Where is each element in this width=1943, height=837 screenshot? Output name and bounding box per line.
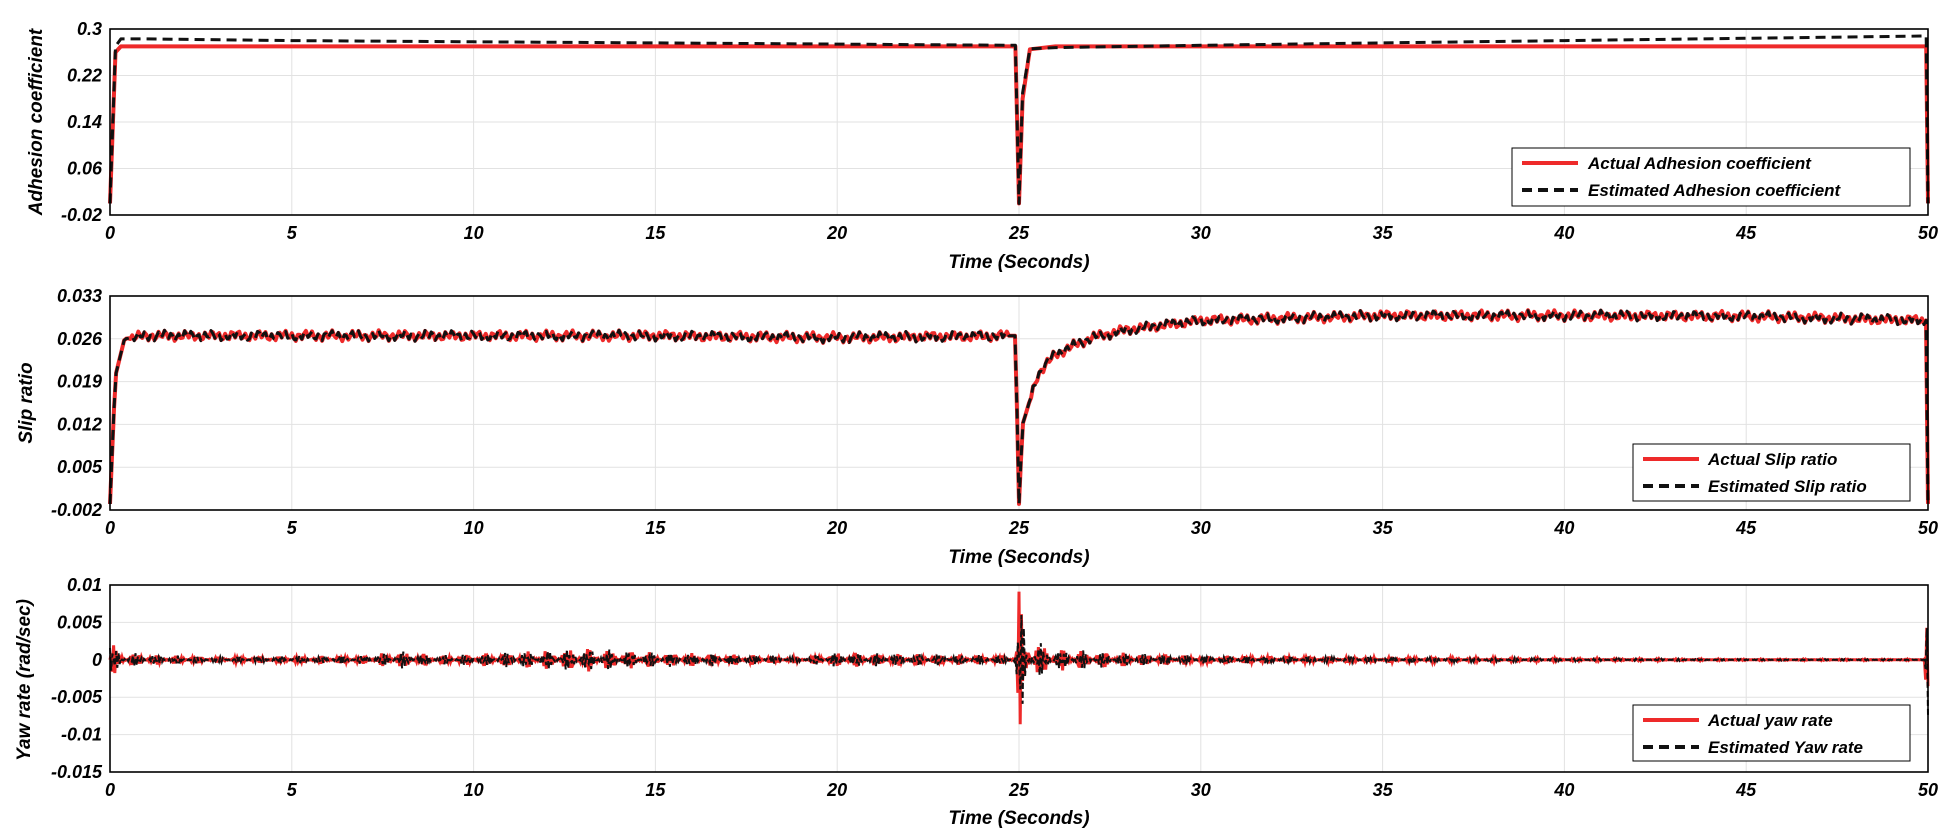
yaw-rate-chart: 0 5 10 15 20 25 30 35 40 45 50 -0.015-0.01-0.00500…: [14, 575, 1938, 829]
slip-y-tick-label: 0.033: [57, 286, 102, 306]
yaw-x-tick-label: 50: [1918, 780, 1938, 800]
yaw-axes-box: [109, 584, 1929, 773]
yaw-x-tick-label: 30: [1191, 780, 1211, 800]
slip-x-tick-label: 0: [105, 518, 115, 538]
slip-legend: Actual Slip ratio Estimated Slip ratio: [1632, 443, 1911, 502]
slip-x-tick-label: 50: [1918, 518, 1938, 538]
series-yaw-estimated: [109, 614, 1929, 715]
yaw-y-ticks: -0.015 -0.01 -0.005 0 0.005 0.01: [51, 575, 103, 782]
adhesion-x-tick-label: 40: [1553, 223, 1574, 243]
yaw-y-tick-label: -0.015: [51, 762, 103, 782]
yaw-x-tick-label: 0: [105, 780, 115, 800]
adhesion-y-tick-label: 0.22: [67, 66, 102, 86]
adhesion-y-label: Adhesion coefficient: [26, 28, 47, 216]
yaw-x-label: Time (Seconds): [948, 808, 1089, 829]
slip-y-tick-label: -0.002: [51, 500, 102, 520]
legend-label-actual-adhesion: Actual Adhesion coefficient: [1587, 154, 1812, 173]
adhesion-x-tick-label: 10: [464, 223, 484, 243]
adhesion-legend: Actual Adhesion coefficient Estimated Ad…: [1511, 147, 1911, 207]
yaw-x-tick-label: 40: [1553, 780, 1574, 800]
adhesion-y-tick-label: 0.3: [77, 19, 102, 39]
adhesion-axes-box: [109, 28, 1929, 216]
slip-y-tick-label: 0.005: [57, 457, 103, 477]
adhesion-legend-box: [1511, 147, 1911, 207]
slip-x-tick-label: 15: [645, 518, 666, 538]
legend-label-estimated-yaw: Estimated Yaw rate: [1708, 738, 1863, 757]
slip-legend-box: [1632, 443, 1911, 502]
adhesion-x-label: Time (Seconds): [948, 252, 1089, 273]
yaw-x-tick-label: 45: [1735, 780, 1757, 800]
yaw-legend-box: [1632, 704, 1911, 762]
adhesion-x-tick-label: 15: [645, 223, 666, 243]
slip-x-tick-label: 10: [464, 518, 484, 538]
adhesion-series: [108, 34, 1930, 206]
yaw-y-tick-label: 0: [92, 650, 102, 670]
adhesion-chart: 0 5 10 15 20 25 30 35 40 45 50 -0.02 0.06 0.14 0.22 0.…: [26, 19, 1938, 273]
slip-series: [108, 308, 1930, 506]
legend-label-actual-slip: Actual Slip ratio: [1707, 450, 1837, 469]
slip-y-ticks: -0.002 0.005 0.012 0.019 0.026 0.033: [51, 286, 103, 520]
yaw-x-tick-label: 25: [1008, 780, 1030, 800]
adhesion-y-tick-label: -0.02: [61, 205, 102, 225]
slip-y-tick-label: 0.026: [57, 329, 103, 349]
slip-x-tick-label: 35: [1373, 518, 1394, 538]
yaw-y-tick-label: -0.005: [51, 687, 103, 707]
adhesion-x-tick-label: 0: [105, 223, 115, 243]
yaw-x-ticks: 0 5 10 15 20 25 30 35 40 45 50: [105, 780, 1938, 800]
slip-y-label: Slip ratio: [16, 362, 37, 443]
slip-x-tick-label: 45: [1735, 518, 1757, 538]
adhesion-x-tick-label: 50: [1918, 223, 1938, 243]
legend-label-estimated-adhesion: Estimated Adhesion coefficient: [1588, 181, 1842, 200]
slip-x-tick-label: 20: [826, 518, 847, 538]
yaw-y-tick-label: 0.01: [67, 575, 102, 595]
slip-y-tick-label: 0.019: [57, 372, 102, 392]
slip-x-tick-label: 5: [287, 518, 298, 538]
adhesion-x-ticks: 0 5 10 15 20 25 30 35 40 45 50: [105, 223, 1938, 243]
adhesion-x-tick-label: 30: [1191, 223, 1211, 243]
adhesion-x-tick-label: 5: [287, 223, 298, 243]
adhesion-x-tick-label: 20: [826, 223, 847, 243]
series-adhesion-estimated: [108, 34, 1930, 205]
slip-x-label: Time (Seconds): [948, 547, 1089, 568]
adhesion-y-tick-label: 0.06: [67, 159, 103, 179]
slip-x-tick-label: 40: [1553, 518, 1574, 538]
slip-axes-box: [109, 295, 1929, 511]
slip-x-tick-label: 30: [1191, 518, 1211, 538]
yaw-x-tick-label: 5: [287, 780, 298, 800]
adhesion-x-tick-label: 25: [1008, 223, 1030, 243]
yaw-series: [108, 591, 1930, 725]
adhesion-x-tick-label: 35: [1373, 223, 1394, 243]
yaw-y-tick-label: 0.005: [57, 612, 103, 632]
adhesion-x-tick-label: 45: [1735, 223, 1757, 243]
legend-label-estimated-slip: Estimated Slip ratio: [1708, 477, 1867, 496]
adhesion-y-tick-label: 0.14: [67, 112, 102, 132]
adhesion-y-ticks: -0.02 0.06 0.14 0.22 0.3: [61, 19, 103, 225]
series-slip-actual: [108, 308, 1930, 506]
yaw-x-tick-label: 15: [645, 780, 666, 800]
yaw-y-label: Yaw rate (rad/sec): [14, 599, 35, 761]
yaw-legend: Actual yaw rate Estimated Yaw rate: [1632, 704, 1911, 762]
yaw-x-tick-label: 10: [464, 780, 484, 800]
slip-y-tick-label: 0.012: [57, 414, 102, 434]
legend-label-actual-yaw: Actual yaw rate: [1707, 711, 1833, 730]
slip-x-ticks: 0 5 10 15 20 25 30 35 40 45 50: [105, 518, 1938, 538]
yaw-y-tick-label: -0.01: [61, 725, 102, 745]
slip-x-tick-label: 25: [1008, 518, 1030, 538]
yaw-x-tick-label: 35: [1373, 780, 1394, 800]
slip-ratio-chart: 0 5 10 15 20 25 30 35 40 45 50 -0.002 0.005 0.012 0.0…: [16, 286, 1938, 568]
yaw-x-tick-label: 20: [826, 780, 847, 800]
